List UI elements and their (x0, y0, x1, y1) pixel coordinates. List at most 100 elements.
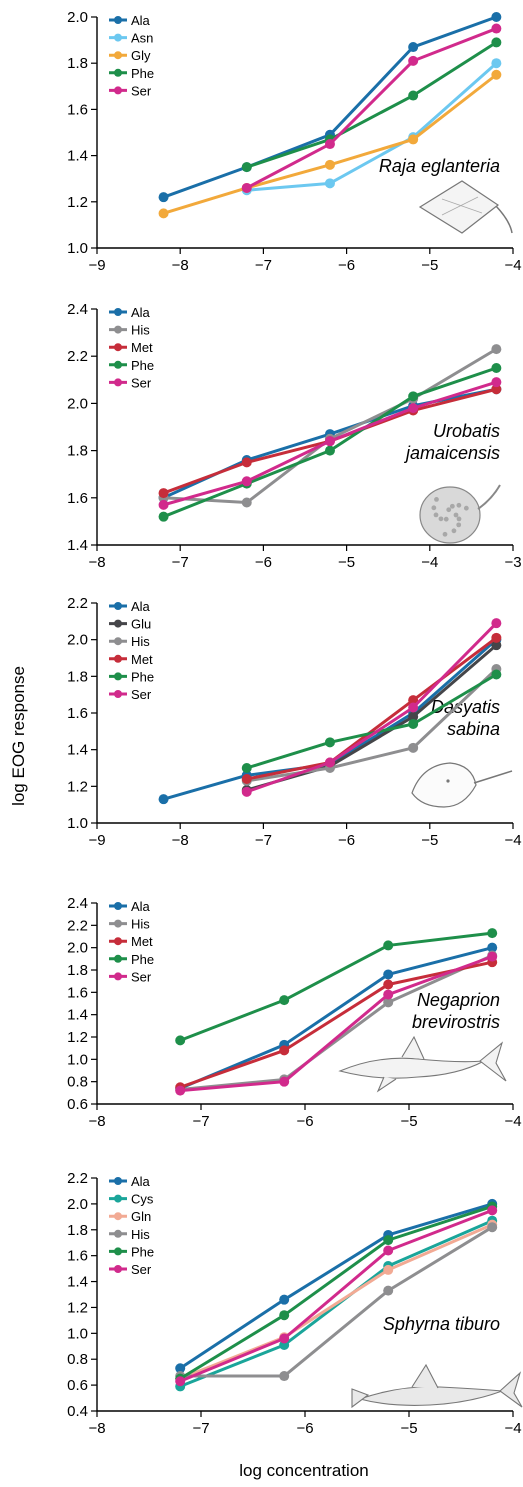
data-point-his (487, 1222, 498, 1233)
species-name: Urobatis (433, 421, 500, 441)
series-line-his (180, 954, 493, 1091)
y-tick-label: 1.4 (67, 537, 88, 554)
y-tick-label: 0.4 (67, 1403, 88, 1420)
species-name: Raja eglanteria (379, 156, 500, 176)
data-point-his (491, 344, 502, 355)
x-tick-label: −7 (255, 257, 272, 274)
legend-label: Ser (131, 687, 152, 702)
y-tick-label: 1.0 (67, 815, 88, 832)
x-tick-label: −6 (296, 1420, 313, 1437)
x-tick-label: −6 (296, 1113, 313, 1130)
y-tick-label: 1.2 (67, 778, 88, 795)
series-line-cys (179, 1219, 493, 1388)
x-tick-label: −3 (504, 554, 521, 571)
data-point-ala (491, 12, 502, 22)
series-ser (158, 377, 502, 510)
data-point-ser (279, 1076, 290, 1087)
data-point-gly (324, 159, 335, 170)
y-tick-label: 1.8 (67, 55, 88, 72)
legend-marker (114, 672, 122, 681)
stingray-tail (473, 770, 513, 784)
legend-label: Ala (131, 1174, 151, 1189)
legend-label: Ala (131, 13, 151, 28)
data-point-phe (324, 445, 335, 456)
data-point-ser (241, 182, 252, 193)
shark-body (338, 1057, 485, 1079)
y-tick-label: 2.2 (67, 595, 88, 612)
series-line-ser (179, 1208, 493, 1383)
legend-marker (114, 919, 122, 928)
data-point-glu (491, 640, 502, 651)
data-point-ala (158, 794, 169, 805)
x-tick-label: −8 (172, 257, 189, 274)
y-tick-label: 2.4 (67, 895, 88, 912)
data-point-phe (383, 1235, 394, 1246)
y-tick-label: 1.4 (67, 148, 88, 165)
legend-label: Met (131, 340, 153, 355)
data-point-gly (491, 69, 502, 80)
data-point-asn (324, 178, 335, 189)
shark-pectoral-fin (376, 1076, 397, 1093)
series-gln (175, 1219, 498, 1384)
round-stingray-spot (431, 505, 437, 511)
legend-marker (114, 1212, 122, 1221)
data-point-ser (324, 436, 335, 447)
series-line-phe (179, 931, 493, 1042)
data-point-ala (383, 969, 394, 980)
data-point-phe (158, 511, 169, 522)
legend-marker (114, 954, 122, 963)
species-name: sabina (447, 719, 500, 739)
x-tick-label: −5 (421, 832, 438, 849)
legend-label: Phe (131, 669, 154, 684)
data-point-his (279, 1371, 290, 1382)
y-tick-label: 1.2 (67, 1299, 88, 1316)
series-ala (175, 1198, 498, 1374)
y-tick-label: 1.2 (67, 1029, 88, 1046)
data-point-met (491, 632, 502, 643)
x-tick-label: −6 (255, 554, 272, 571)
data-point-ser (491, 23, 502, 34)
data-point-ser (324, 757, 335, 768)
data-point-ser (383, 989, 394, 1000)
legend-marker (114, 902, 122, 910)
species-name: brevirostris (412, 1012, 500, 1032)
skate-icon (418, 180, 513, 234)
x-tick-label: −8 (88, 554, 105, 571)
data-point-phe (279, 995, 290, 1006)
stingray-icon (411, 762, 513, 808)
data-point-his (241, 497, 252, 508)
data-point-ser (487, 1205, 498, 1216)
x-tick-label: −9 (88, 257, 105, 274)
data-point-ser (408, 702, 419, 713)
legend-label: Ala (131, 899, 151, 914)
series-line-phe (246, 673, 498, 770)
legend-label: Glu (131, 617, 151, 632)
data-point-ser (491, 377, 502, 388)
round-stingray-icon (419, 484, 501, 544)
legend: Ala Cys Gln His Phe Ser (109, 1174, 154, 1277)
skate-tail (495, 205, 513, 234)
data-point-phe (491, 363, 502, 373)
round-stingray-spot (456, 522, 462, 528)
data-point-ser (408, 403, 419, 414)
shark-dorsal-fin (411, 1363, 439, 1389)
series-line-his (180, 1225, 493, 1378)
data-point-ser (279, 1333, 290, 1344)
y-tick-label: 1.0 (67, 240, 88, 257)
legend-label: Ser (131, 375, 152, 390)
data-point-phe (408, 391, 419, 402)
legend-marker (114, 33, 122, 42)
legend-label: Ser (131, 969, 152, 984)
panel-3: −9 −8 −7 −6 −5 −41.01.21.41.61.82.02.2Dasyati… (67, 595, 521, 849)
stingray-eye (446, 779, 450, 783)
round-stingray-spot (449, 503, 455, 509)
series-line-met (246, 636, 498, 781)
lemon-shark-icon (338, 1035, 507, 1093)
data-point-phe (408, 90, 419, 101)
skate-detail (441, 198, 483, 214)
panel-4: −8 −7 −6 −5 −4 0.6 0.8 1.0 1.2 1.4 1.6 1.8 2.0 2.2 2.4… (67, 895, 521, 1130)
round-stingray-spot (434, 496, 439, 502)
round-stingray-spot (456, 516, 462, 522)
legend-label: Ser (131, 83, 152, 98)
round-stingray-spot (433, 512, 439, 518)
